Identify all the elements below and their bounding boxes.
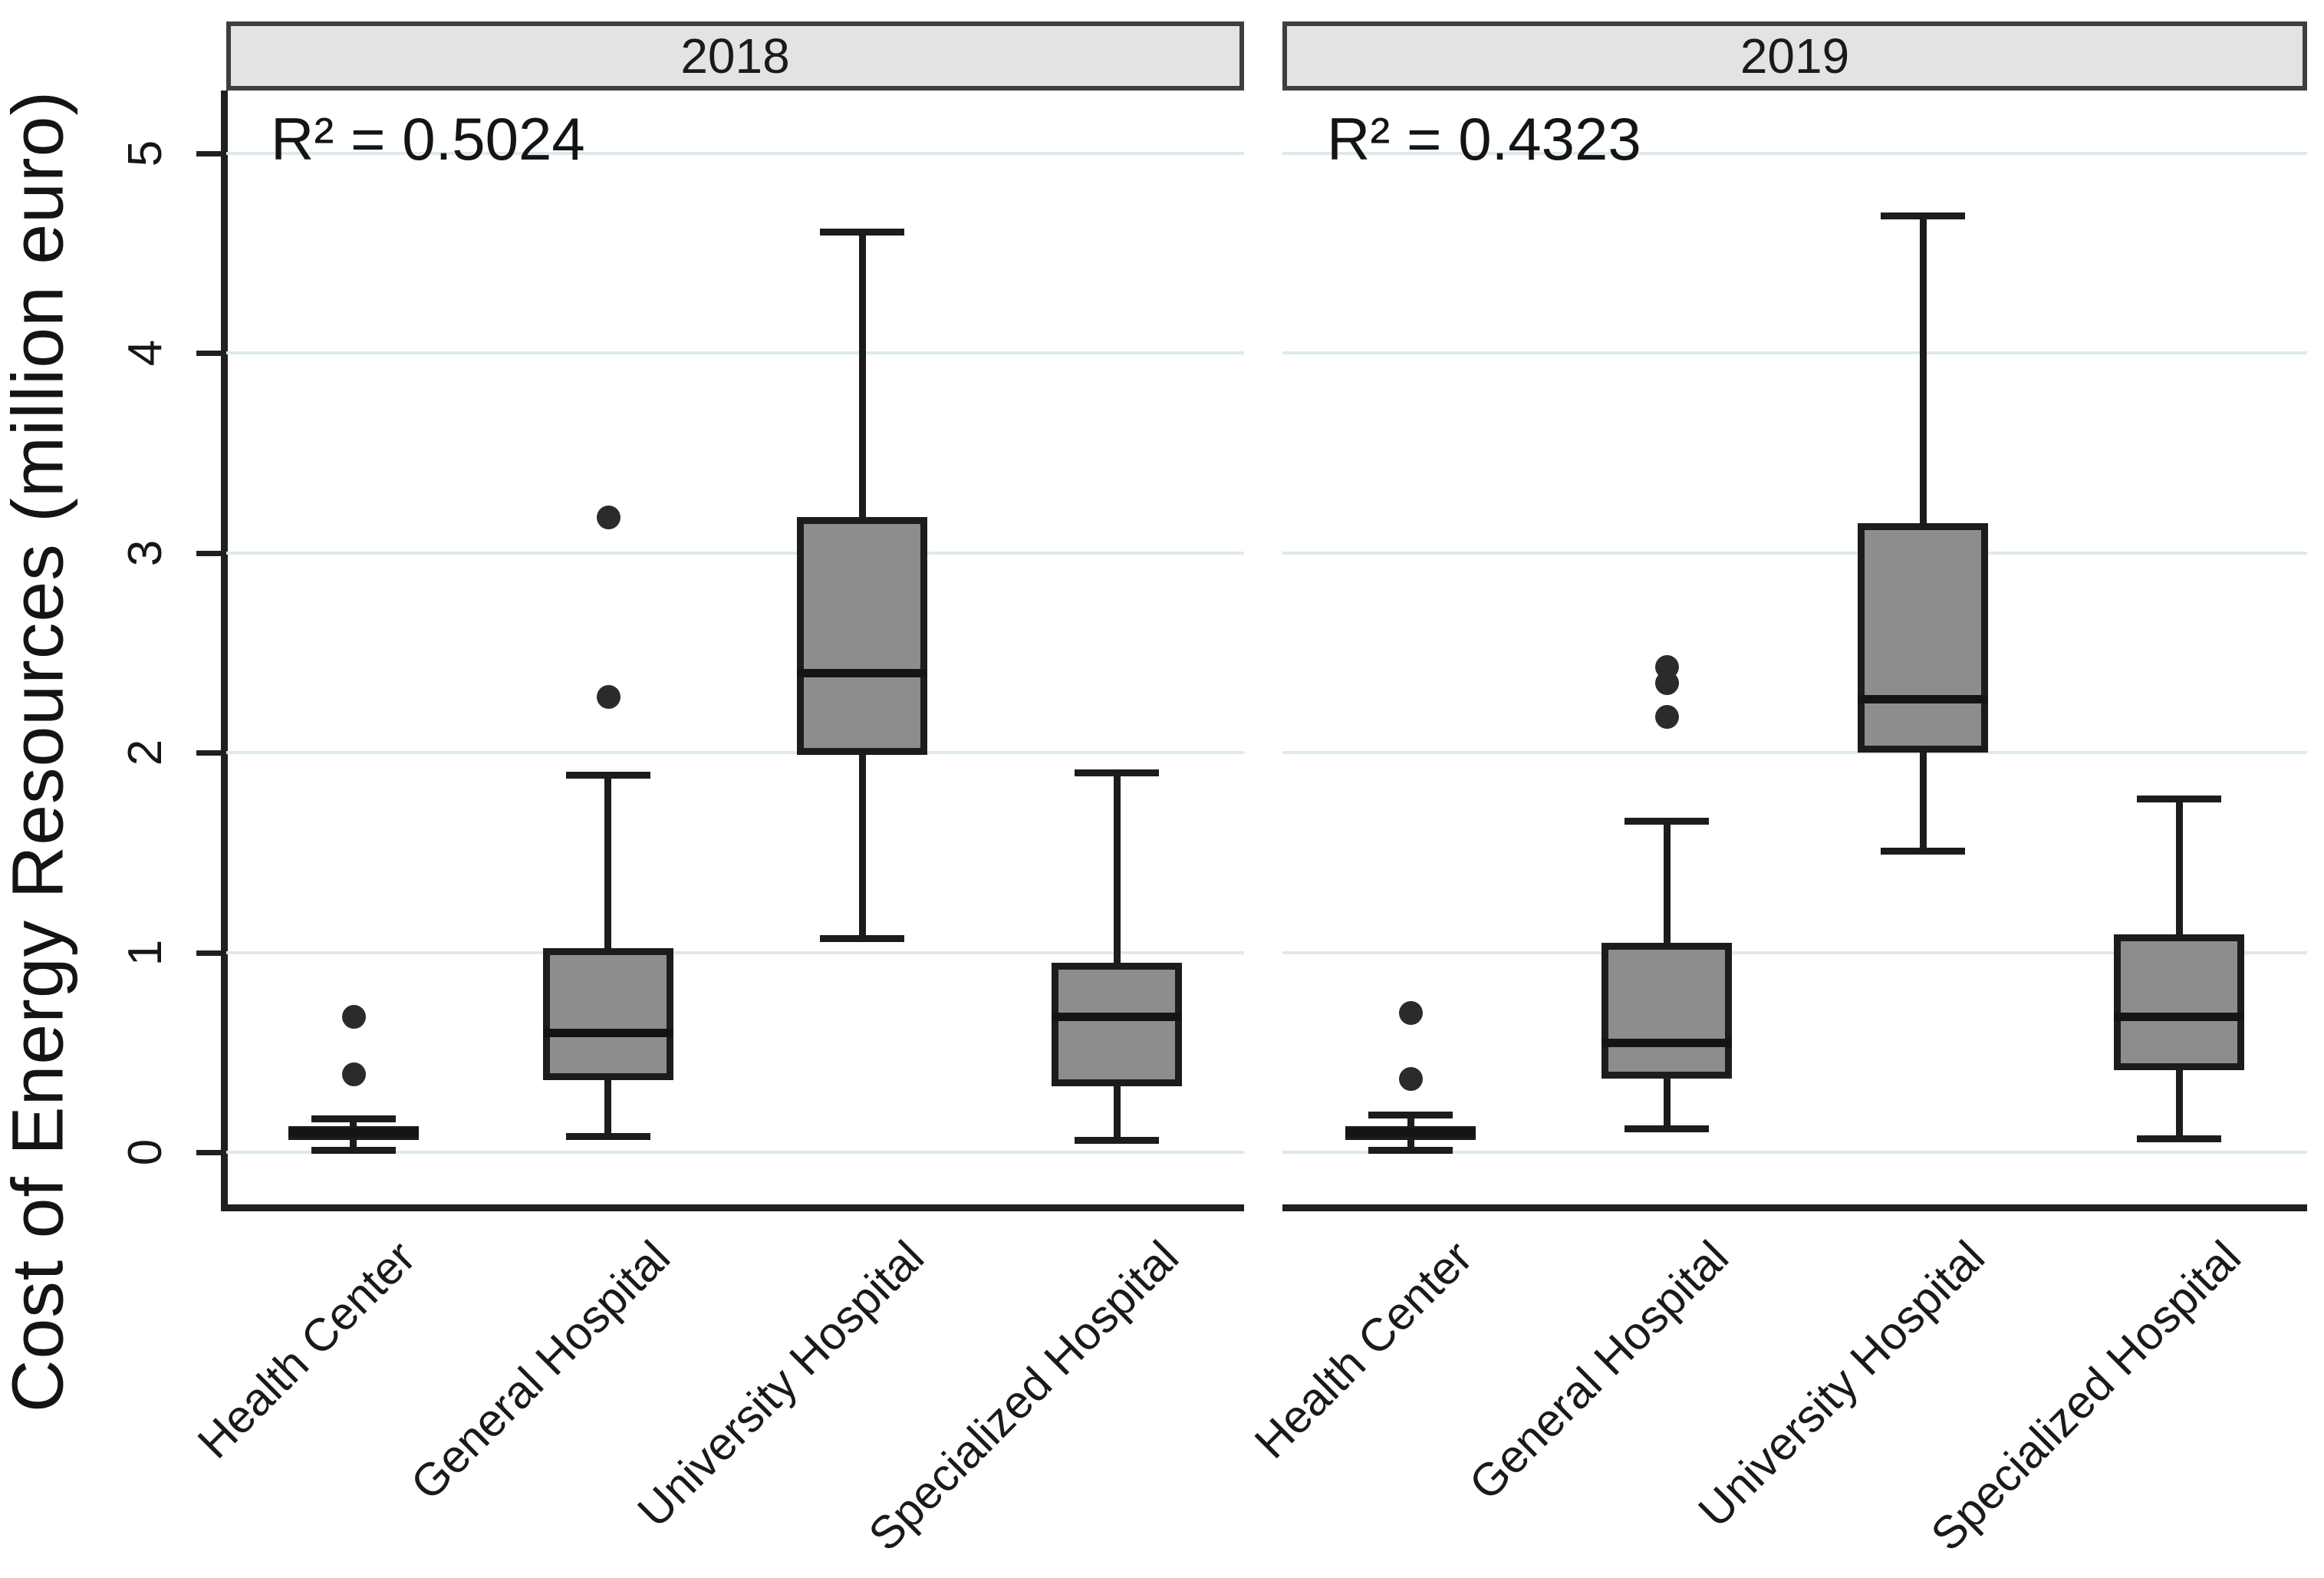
outlier-dot <box>596 685 621 710</box>
lower-whisker <box>604 1080 612 1137</box>
iqr-box <box>797 516 928 755</box>
gridline <box>226 152 1244 155</box>
outlier-dot <box>1399 1066 1423 1091</box>
outlier-dot <box>1399 1000 1423 1025</box>
y-tick-label: 5 <box>119 140 172 167</box>
upper-whisker-cap <box>1624 817 1709 825</box>
x-category-label: University Hospital <box>627 1230 934 1537</box>
gridline <box>1282 351 2307 355</box>
y-tick-label: 4 <box>119 340 172 367</box>
median-line <box>2114 1012 2244 1021</box>
iqr-box <box>1052 962 1183 1087</box>
x-category-label: General Hospital <box>1459 1230 1739 1510</box>
outlier-dot <box>341 1004 366 1029</box>
y-tick-label: 0 <box>119 1138 172 1166</box>
upper-whisker-cap <box>1075 769 1160 777</box>
lower-whisker <box>1919 753 1927 851</box>
y-tick-mark <box>196 1150 221 1155</box>
lower-whisker <box>350 1140 357 1151</box>
lower-whisker <box>858 754 866 939</box>
x-axis-line-right-panel <box>1282 1204 2307 1211</box>
lower-whisker-cap <box>820 935 905 943</box>
median-line <box>1345 1128 1476 1137</box>
upper-whisker <box>1407 1114 1414 1127</box>
y-tick-mark <box>196 151 221 156</box>
x-category-label: Health Center <box>1244 1230 1483 1468</box>
median-line <box>1052 1012 1183 1021</box>
upper-whisker <box>350 1118 357 1127</box>
lower-whisker <box>1663 1078 1671 1128</box>
r2-annotation: R² = 0.5024 <box>271 105 585 173</box>
lower-whisker-cap <box>1624 1125 1709 1132</box>
median-line <box>797 669 928 678</box>
outlier-dot <box>596 505 621 529</box>
panel-plot: R² = 0.5024 <box>226 91 1244 1204</box>
y-tick-label: 3 <box>119 539 172 567</box>
outlier-dot <box>1655 655 1679 680</box>
upper-whisker-cap <box>1368 1111 1453 1118</box>
lower-whisker-cap <box>565 1133 650 1141</box>
r2-annotation: R² = 0.4323 <box>1327 105 1641 173</box>
outlier-dot <box>341 1062 366 1087</box>
y-axis-line <box>221 91 228 1211</box>
lower-whisker-cap <box>1881 847 1965 855</box>
upper-whisker <box>604 774 612 949</box>
median-line <box>542 1028 673 1037</box>
gridline <box>1282 751 2307 755</box>
gridline <box>1282 1151 2307 1154</box>
gridline <box>226 950 1244 954</box>
panel-header: 2019 <box>1282 21 2307 91</box>
x-axis-line-left-panel <box>221 1204 1244 1211</box>
lower-whisker <box>1407 1138 1414 1151</box>
median-line <box>288 1128 419 1137</box>
upper-whisker <box>1663 820 1671 943</box>
y-tick-label: 2 <box>119 739 172 766</box>
upper-whisker <box>1113 773 1121 963</box>
y-axis-title: Cost of Energy Resources (million euro) <box>0 90 79 1413</box>
median-line <box>1858 694 1988 703</box>
x-category-label: University Hospital <box>1688 1230 1995 1537</box>
upper-whisker-cap <box>820 228 905 236</box>
y-tick-mark <box>196 750 221 756</box>
y-tick-mark <box>196 550 221 556</box>
gridline <box>226 551 1244 555</box>
upper-whisker-cap <box>311 1115 396 1122</box>
upper-whisker <box>1919 215 1927 523</box>
lower-whisker-cap <box>2137 1135 2221 1142</box>
upper-whisker <box>858 231 866 517</box>
iqr-box <box>1601 942 1732 1079</box>
gridline <box>226 351 1244 355</box>
iqr-box <box>2114 934 2244 1071</box>
y-tick-label: 1 <box>119 939 172 966</box>
upper-whisker-cap <box>1881 212 1965 219</box>
lower-whisker <box>1113 1086 1121 1141</box>
iqr-box <box>1858 522 1988 753</box>
gridline <box>226 1151 1244 1154</box>
upper-whisker-cap <box>2137 796 2221 803</box>
lower-whisker <box>2175 1070 2183 1138</box>
panel-header: 2018 <box>226 21 1244 91</box>
gridline <box>1282 950 2307 954</box>
panel-plot: R² = 0.4323 <box>1282 91 2307 1204</box>
upper-whisker-cap <box>565 771 650 779</box>
lower-whisker-cap <box>311 1147 396 1155</box>
gridline <box>1282 551 2307 555</box>
lower-whisker-cap <box>1368 1147 1453 1155</box>
gridline <box>1282 152 2307 155</box>
outlier-dot <box>1655 705 1679 730</box>
gridline <box>226 751 1244 755</box>
upper-whisker <box>2175 799 2183 935</box>
y-tick-mark <box>196 351 221 357</box>
y-tick-mark <box>196 950 221 956</box>
x-category-label: Health Center <box>187 1230 425 1468</box>
lower-whisker-cap <box>1075 1137 1160 1145</box>
median-line <box>1601 1038 1732 1047</box>
iqr-box <box>542 948 673 1081</box>
x-category-label: General Hospital <box>400 1230 680 1510</box>
